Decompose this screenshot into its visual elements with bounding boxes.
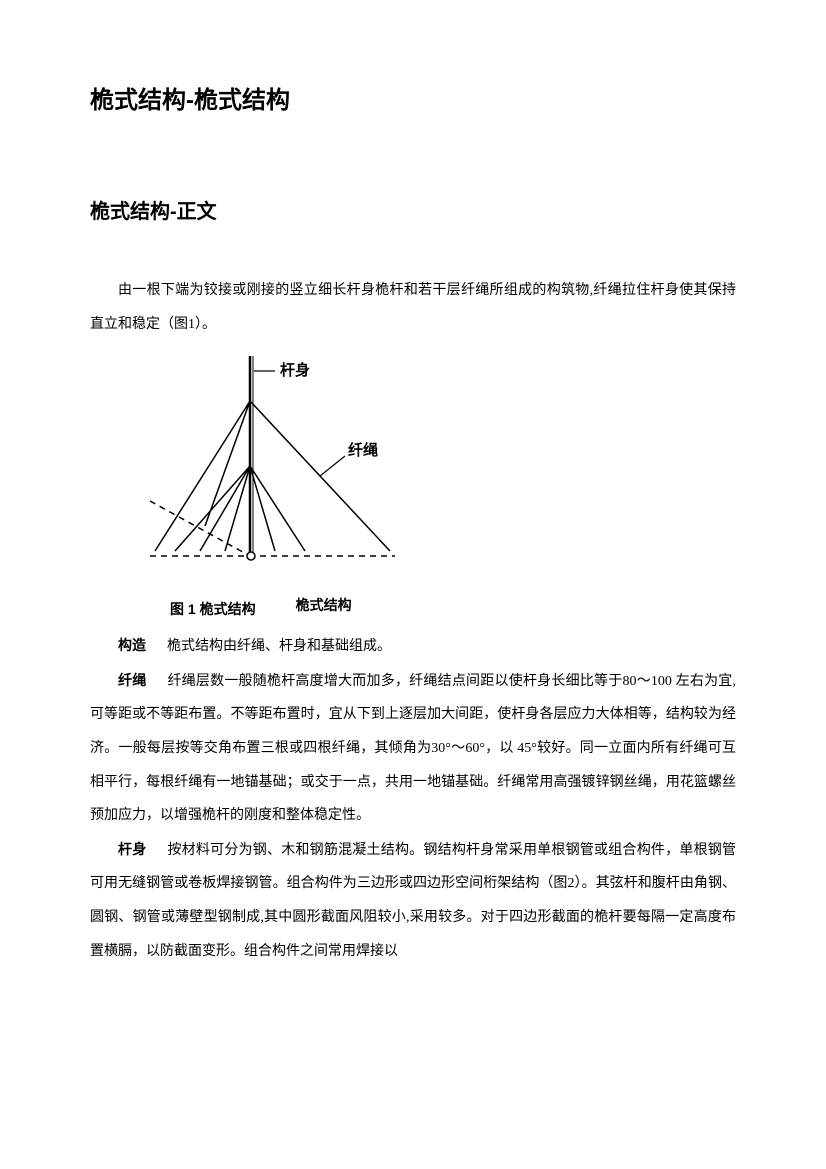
figure-caption: 图 1 桅式结构 <box>170 599 256 619</box>
section-subtitle: 桅式结构-正文 <box>90 195 736 224</box>
cable-text: 纤绳层数一般随桅杆高度增大而加多，纤绳结点间距以使杆身长细比等于80～100 左… <box>90 674 736 823</box>
page-title: 桅式结构-桅式结构 <box>90 80 736 115</box>
label-cable: 纤绳 <box>348 441 378 459</box>
structure-paragraph: 构造 桅式结构由纤绳、杆身和基础组成。 <box>90 629 736 664</box>
cable-label: 纤绳 <box>118 672 146 688</box>
shaft-paragraph: 杆身按材料可分为钢、木和钢筋混凝土结构。钢结构杆身常采用单根钢管或组合构件，单根… <box>90 833 736 968</box>
structure-text: 桅式结构由纤绳、杆身和基础组成。 <box>167 639 391 654</box>
intro-paragraph: 由一根下端为铰接或刚接的竖立细长杆身桅杆和若干层纤绳所组成的构筑物,纤绳拉住杆身… <box>90 274 736 341</box>
figure-1: 杆身 纤绳 图 1 桅式结构 桅式结构 <box>130 351 736 619</box>
mast-diagram: 杆身 纤绳 <box>130 351 410 591</box>
cable-paragraph: 纤绳纤绳层数一般随桅杆高度增大而加多，纤绳结点间距以使杆身长细比等于80～100… <box>90 664 736 833</box>
shaft-text: 按材料可分为钢、木和钢筋混凝土结构。钢结构杆身常采用单根钢管或组合构件，单根钢管… <box>90 843 736 959</box>
label-shaft: 杆身 <box>280 361 310 379</box>
structure-label: 构造 <box>118 637 146 653</box>
shaft-label: 杆身 <box>118 841 146 857</box>
figure-side-label: 桅式结构 <box>296 595 352 615</box>
